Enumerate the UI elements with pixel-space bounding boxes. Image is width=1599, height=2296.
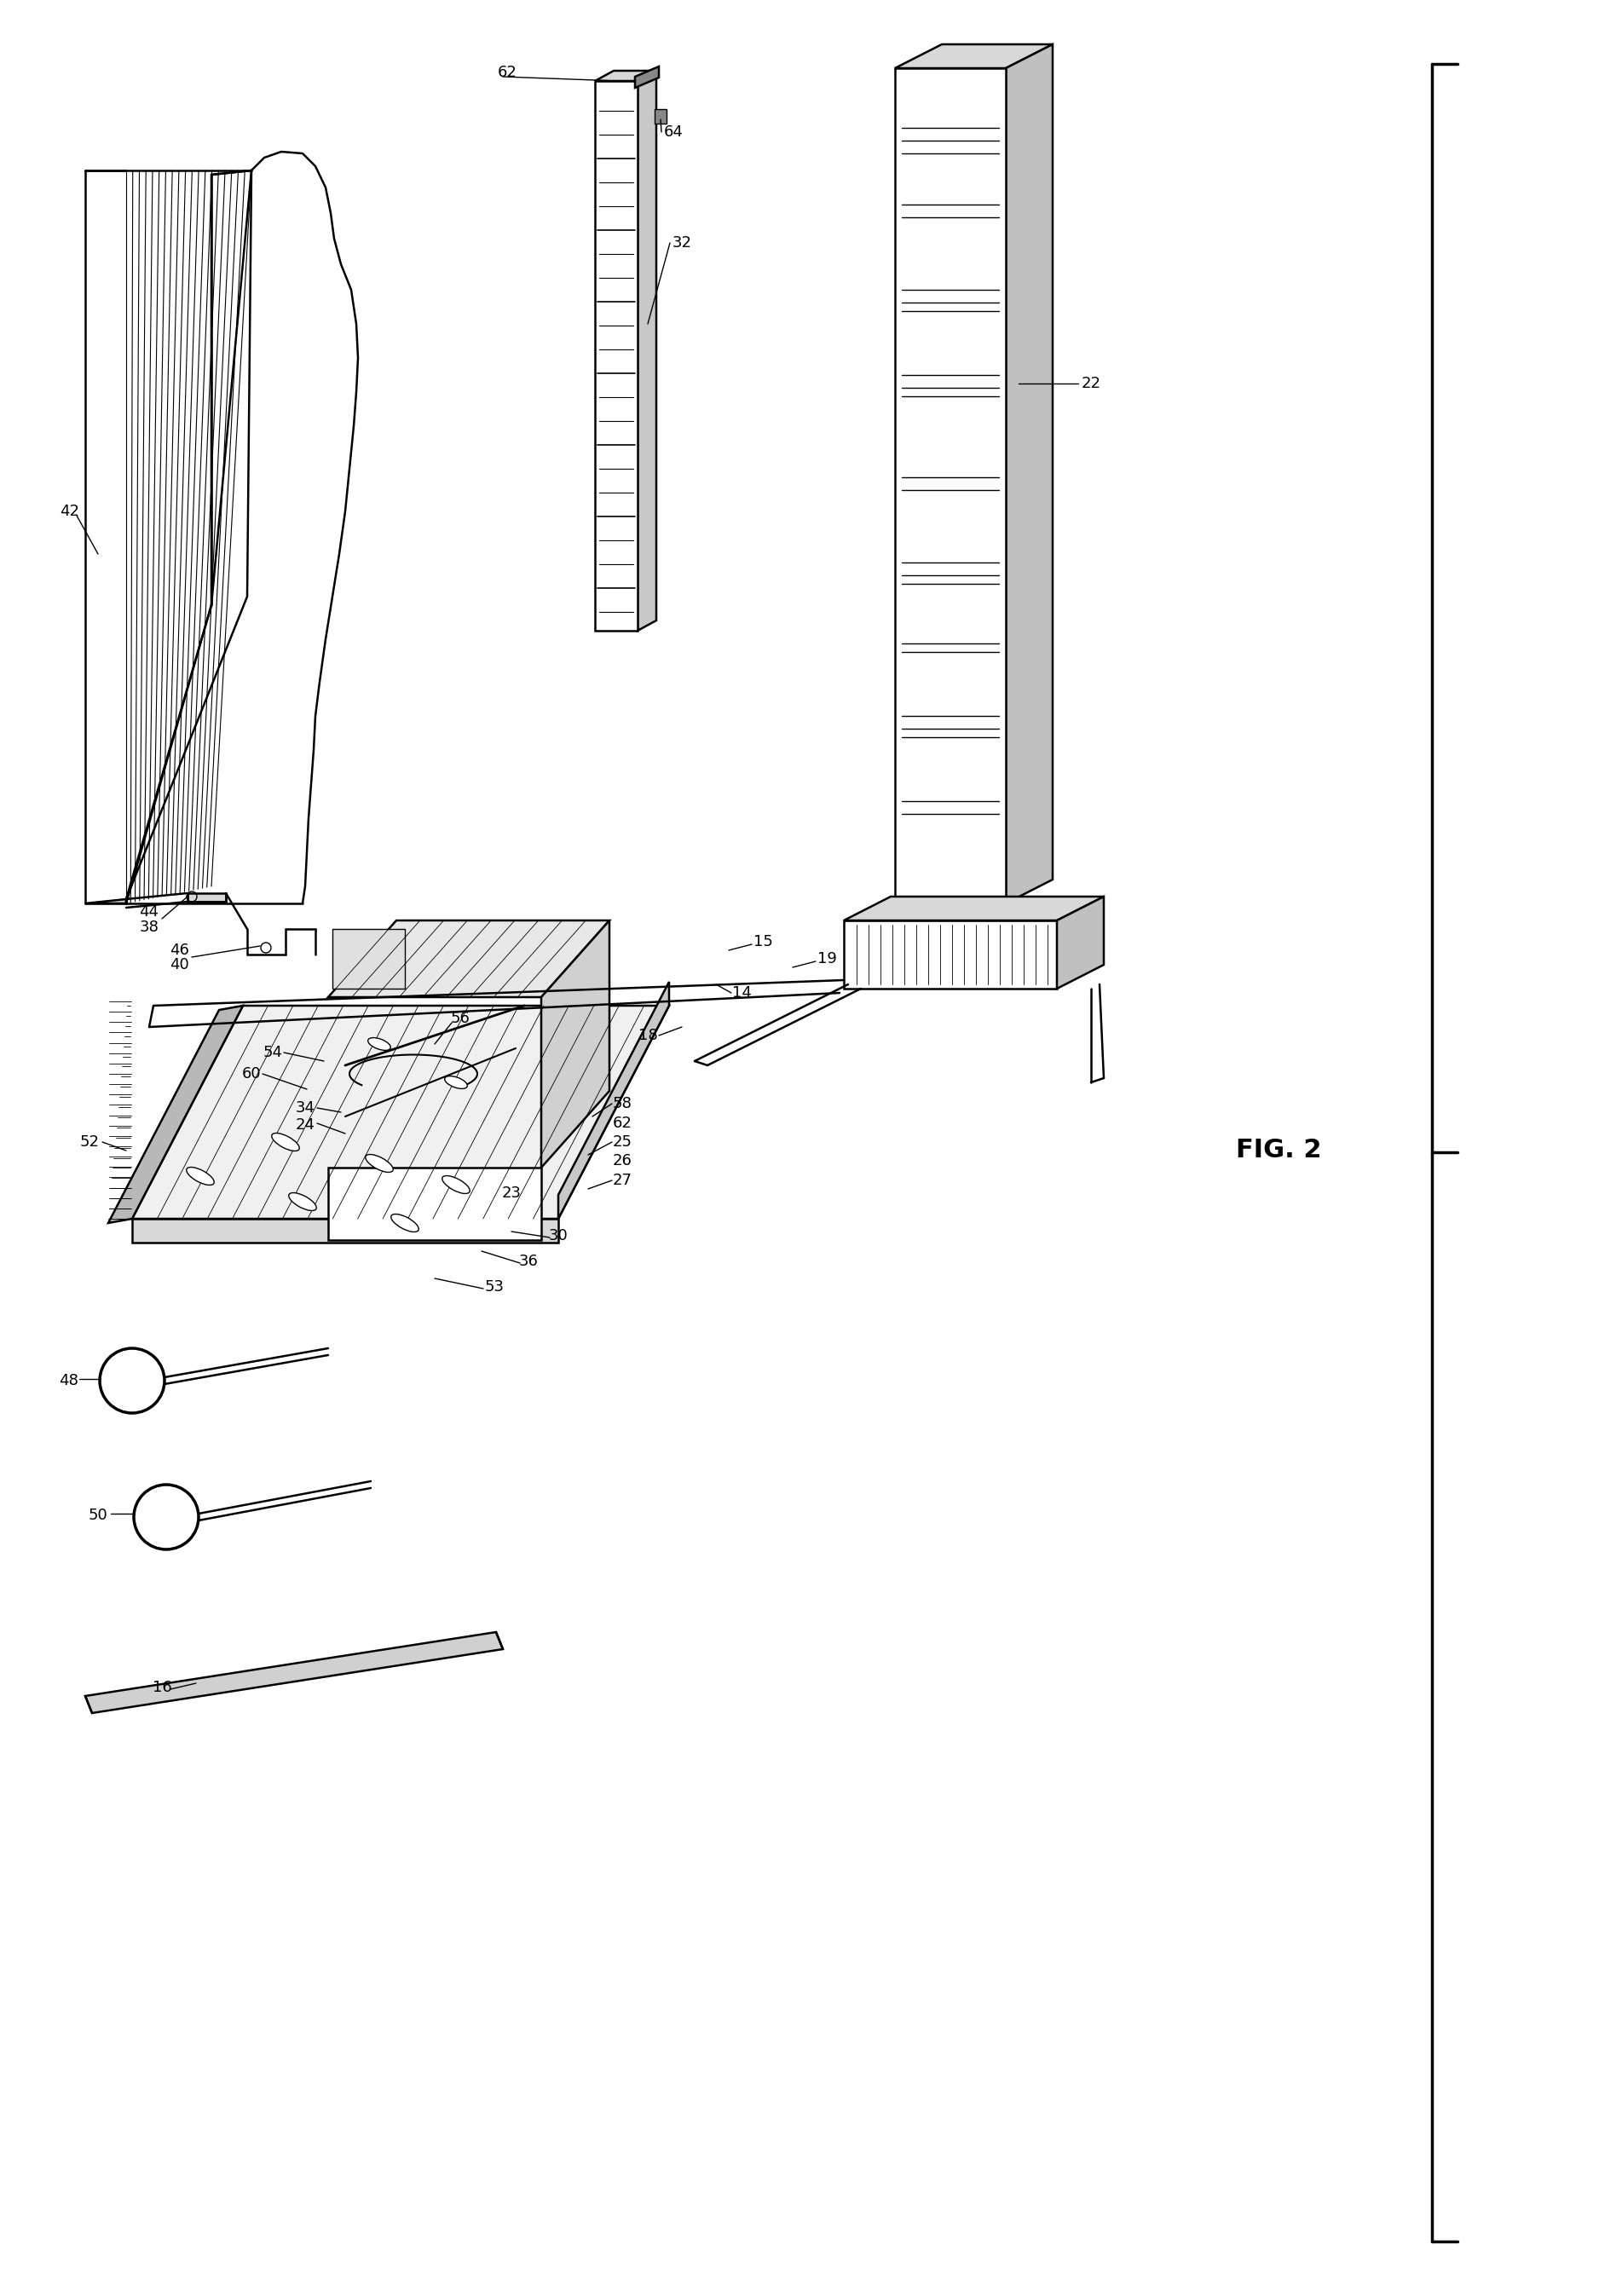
Ellipse shape xyxy=(368,1038,390,1049)
Ellipse shape xyxy=(187,1166,214,1185)
Text: 52: 52 xyxy=(80,1134,99,1150)
Text: 60: 60 xyxy=(241,1065,261,1081)
Text: 38: 38 xyxy=(139,921,158,934)
Text: 64: 64 xyxy=(664,124,683,140)
Text: 24: 24 xyxy=(296,1118,315,1132)
Text: 53: 53 xyxy=(484,1279,504,1295)
Text: 19: 19 xyxy=(817,951,836,967)
Polygon shape xyxy=(109,1006,243,1224)
Polygon shape xyxy=(895,69,1006,902)
Text: 34: 34 xyxy=(296,1100,315,1116)
Polygon shape xyxy=(844,895,1103,921)
Ellipse shape xyxy=(366,1155,393,1173)
Text: 54: 54 xyxy=(262,1045,283,1061)
Text: 14: 14 xyxy=(732,985,752,1001)
Ellipse shape xyxy=(289,1192,317,1210)
Text: 36: 36 xyxy=(518,1254,539,1270)
Polygon shape xyxy=(558,983,668,1219)
Polygon shape xyxy=(85,900,126,902)
Polygon shape xyxy=(328,921,609,996)
Text: 22: 22 xyxy=(1081,377,1100,390)
Polygon shape xyxy=(844,921,1057,990)
Text: 62: 62 xyxy=(612,1116,632,1132)
Polygon shape xyxy=(595,80,638,631)
Text: FIG. 2: FIG. 2 xyxy=(1236,1139,1321,1162)
Text: 26: 26 xyxy=(612,1153,632,1169)
Polygon shape xyxy=(333,930,405,990)
Polygon shape xyxy=(133,1219,558,1242)
Text: 25: 25 xyxy=(612,1134,632,1150)
Text: 16: 16 xyxy=(152,1681,171,1694)
Ellipse shape xyxy=(445,1077,467,1088)
Polygon shape xyxy=(1006,44,1052,902)
Text: 30: 30 xyxy=(548,1228,568,1244)
Polygon shape xyxy=(133,1006,668,1219)
Text: 62: 62 xyxy=(497,64,516,80)
Text: 23: 23 xyxy=(502,1185,521,1201)
Polygon shape xyxy=(187,893,225,902)
Text: 42: 42 xyxy=(61,503,80,519)
Polygon shape xyxy=(1057,895,1103,990)
Polygon shape xyxy=(328,1169,540,1240)
Text: 50: 50 xyxy=(88,1508,107,1522)
Ellipse shape xyxy=(392,1215,419,1233)
Text: 44: 44 xyxy=(139,905,158,921)
Polygon shape xyxy=(638,71,656,631)
Text: 40: 40 xyxy=(169,957,189,974)
Polygon shape xyxy=(126,170,251,902)
Polygon shape xyxy=(895,44,1052,69)
Text: 56: 56 xyxy=(451,1010,470,1026)
Polygon shape xyxy=(595,71,656,80)
Text: 46: 46 xyxy=(169,944,189,957)
Text: 27: 27 xyxy=(612,1173,632,1187)
Text: 48: 48 xyxy=(59,1373,78,1389)
Text: 15: 15 xyxy=(753,934,772,951)
Polygon shape xyxy=(85,1632,502,1713)
Ellipse shape xyxy=(272,1134,299,1150)
Text: 58: 58 xyxy=(612,1095,632,1111)
Polygon shape xyxy=(654,110,667,124)
Ellipse shape xyxy=(443,1176,470,1194)
Polygon shape xyxy=(540,921,609,1169)
Text: 18: 18 xyxy=(638,1029,657,1042)
Polygon shape xyxy=(635,67,659,87)
Text: 32: 32 xyxy=(672,234,692,250)
